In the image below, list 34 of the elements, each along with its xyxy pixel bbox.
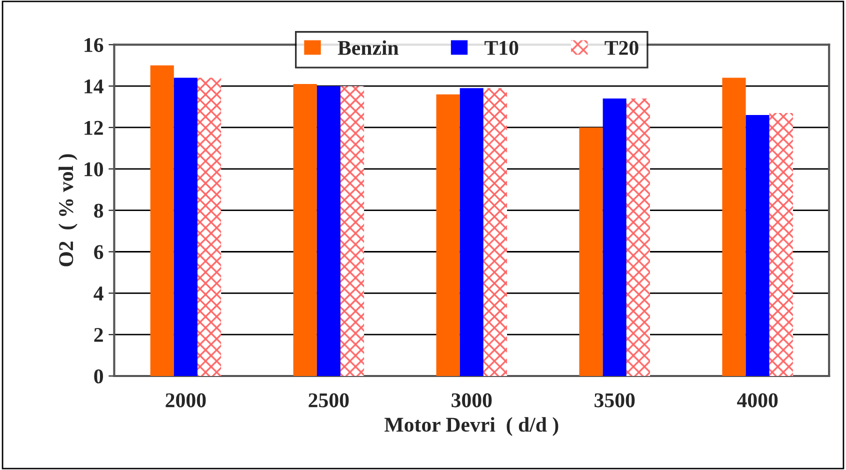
bar [150, 65, 174, 376]
x-tick-label: 2500 [308, 393, 349, 408]
y-tick-label: 10 [84, 162, 103, 176]
y-tick-label: 4 [94, 286, 104, 300]
legend-label: T10 [484, 40, 518, 55]
y-tick-label: 8 [94, 204, 104, 218]
y-tick-label: 0 [94, 369, 103, 384]
x-tick-label: 4000 [737, 393, 778, 408]
y-tick-label: 12 [84, 120, 103, 135]
bar [340, 86, 364, 376]
bar [483, 88, 508, 376]
bar [197, 78, 222, 376]
bar [626, 98, 650, 376]
y-tick-label: 2 [94, 328, 103, 342]
bar [316, 86, 340, 376]
bar [602, 98, 626, 376]
bar [174, 78, 198, 376]
bar [436, 94, 460, 376]
y-tick-label: 14 [84, 80, 104, 94]
legend-label: T20 [604, 40, 638, 55]
x-axis-title: Motor Devri ( d/d ) [384, 417, 558, 436]
x-tick-label: 2000 [166, 393, 206, 408]
bar [579, 127, 603, 376]
bar [746, 115, 770, 376]
x-tick-label: 3500 [594, 393, 635, 408]
bar [769, 112, 793, 376]
bar [460, 88, 484, 376]
y-tick-label: 6 [94, 245, 104, 260]
y-tick-label: 16 [84, 38, 104, 52]
bar [293, 84, 317, 376]
legend-label: Benzin [338, 40, 399, 55]
bar [722, 78, 746, 376]
y-axis-title: O2 ( % vol ) [58, 154, 78, 266]
x-tick-label: 3000 [452, 393, 492, 408]
